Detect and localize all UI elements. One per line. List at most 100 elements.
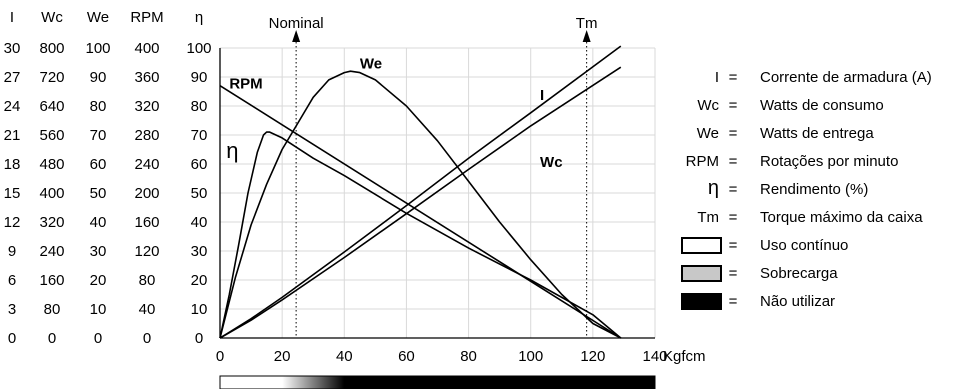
usage-band-bar: [219, 375, 656, 389]
series-label-i: I: [540, 87, 544, 104]
marker-arrow: [292, 30, 301, 42]
column-header: I: [10, 9, 14, 26]
legend: I = Corrente de armadura (A) Wc = Watts de co…: [681, 69, 932, 310]
x-tick-label: 140: [642, 348, 667, 365]
y-tick-label: 10: [191, 301, 208, 318]
left-scale-value: 80: [139, 272, 156, 289]
usage-band: [219, 375, 656, 389]
x-tick-label: 100: [518, 348, 543, 365]
left-scale-value: 640: [39, 98, 64, 115]
y-tick-label: 50: [191, 185, 208, 202]
y-tick-label: 70: [191, 127, 208, 144]
column-header: We: [87, 9, 109, 26]
left-scale-value: 60: [90, 156, 107, 173]
legend-equals: =: [729, 209, 738, 226]
left-scale-value: 800: [39, 40, 64, 57]
legend-swatch: [681, 293, 722, 310]
left-scale-value: 100: [85, 40, 110, 57]
left-scale-value: 70: [90, 127, 107, 144]
series-label-wc: Wc: [540, 154, 563, 171]
y-tick-label: 60: [191, 156, 208, 173]
series-label-rpm: RPM: [229, 76, 262, 93]
left-scale-value: 12: [4, 214, 21, 231]
left-scale-value: 90: [90, 69, 107, 86]
series-labels: RPM η We I Wc: [226, 55, 562, 171]
legend-symbol: Tm: [697, 209, 719, 226]
left-scale-value: 0: [48, 330, 56, 347]
left-scale-value: 80: [90, 98, 107, 115]
left-scale-value: 400: [134, 40, 159, 57]
column-header: η: [195, 9, 203, 26]
left-scale-value: 320: [134, 98, 159, 115]
left-scale-value: 80: [44, 301, 61, 318]
marker-label: Tm: [576, 15, 598, 32]
left-scale-columns: I Wc We RPM η3027242118151296308007206405604…: [4, 9, 212, 347]
x-tick-label: 0: [216, 348, 224, 365]
series-line-we: [219, 70, 622, 339]
series-line-eta: [219, 131, 622, 339]
legend-equals: =: [729, 125, 738, 142]
series-label-eta: η: [226, 138, 238, 163]
left-scale-value: 0: [94, 330, 102, 347]
left-scale-value: 40: [139, 301, 156, 318]
left-scale-value: 10: [90, 301, 107, 318]
y-tick-label: 0: [195, 330, 203, 347]
y-tick-label: 20: [191, 272, 208, 289]
series-lines: [219, 45, 622, 339]
legend-equals: =: [729, 153, 738, 170]
left-scale-value: 200: [134, 185, 159, 202]
legend-equals: =: [729, 97, 738, 114]
legend-description: Uso contínuo: [760, 237, 848, 254]
left-scale-value: 0: [8, 330, 16, 347]
legend-description: Torque máximo da caixa: [760, 209, 923, 226]
x-tick-label: 80: [460, 348, 477, 365]
legend-equals: =: [729, 293, 738, 310]
legend-swatch: [681, 237, 722, 254]
legend-symbol: Wc: [697, 97, 719, 114]
left-scale-value: 160: [39, 272, 64, 289]
left-scale-value: 480: [39, 156, 64, 173]
y-tick-label: 100: [186, 40, 211, 57]
left-scale-value: 24: [4, 98, 21, 115]
left-scale-value: 20: [90, 272, 107, 289]
left-scale-value: 18: [4, 156, 21, 173]
series-line-i: [219, 45, 622, 339]
left-scale-value: 15: [4, 185, 21, 202]
y-tick-label: 80: [191, 98, 208, 115]
legend-description: Sobrecarga: [760, 265, 838, 282]
left-scale-value: 320: [39, 214, 64, 231]
x-tick-label: 20: [274, 348, 291, 365]
left-scale-value: 40: [90, 214, 107, 231]
left-scale-value: 400: [39, 185, 64, 202]
left-scale-value: 50: [90, 185, 107, 202]
left-scale-value: 160: [134, 214, 159, 231]
left-scale-value: 240: [39, 243, 64, 260]
left-scale-value: 240: [134, 156, 159, 173]
series-line-wc: [219, 66, 622, 339]
left-scale-value: 720: [39, 69, 64, 86]
left-scale-value: 27: [4, 69, 21, 86]
legend-equals: =: [729, 265, 738, 282]
x-tick-label: 60: [398, 348, 415, 365]
series-label-we: We: [360, 55, 382, 72]
series-line-rpm: [219, 85, 622, 339]
column-header: RPM: [130, 9, 163, 26]
legend-symbol: RPM: [686, 153, 719, 170]
legend-description: Rotações por minuto: [760, 153, 898, 170]
left-scale-value: 21: [4, 127, 21, 144]
left-scale-value: 6: [8, 272, 16, 289]
left-scale-value: 560: [39, 127, 64, 144]
legend-equals: =: [729, 181, 738, 198]
y-tick-label: 40: [191, 214, 208, 231]
legend-description: Corrente de armadura (A): [760, 69, 932, 86]
column-header: Wc: [41, 9, 63, 26]
legend-equals: =: [729, 69, 738, 86]
legend-description: Rendimento (%): [760, 181, 868, 198]
x-axis-title: Kgfcm: [663, 348, 706, 365]
left-scale-value: 3: [8, 301, 16, 318]
legend-description: Não utilizar: [760, 293, 835, 310]
marker-label: Nominal: [269, 15, 324, 32]
legend-symbol: η: [708, 177, 719, 199]
